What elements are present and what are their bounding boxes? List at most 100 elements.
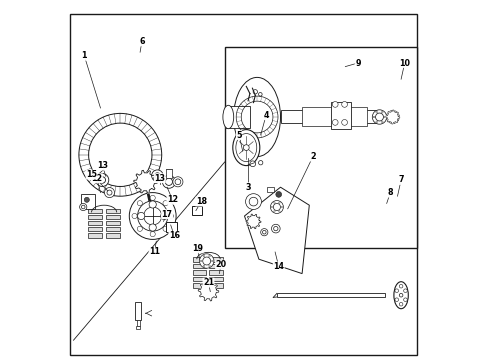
Circle shape [260, 229, 267, 236]
Circle shape [375, 113, 383, 121]
Circle shape [175, 179, 181, 185]
Circle shape [211, 260, 213, 262]
Circle shape [399, 284, 402, 288]
Text: 12: 12 [91, 174, 102, 183]
Polygon shape [385, 110, 399, 124]
Bar [208, 270, 222, 275]
Text: 10: 10 [398, 58, 409, 68]
Circle shape [208, 265, 210, 267]
Bar [224, 47, 416, 248]
Bar [280, 110, 381, 123]
Circle shape [399, 293, 402, 297]
Text: 12: 12 [166, 195, 178, 204]
Circle shape [384, 116, 385, 118]
Circle shape [332, 102, 337, 107]
Bar [208, 283, 222, 288]
Bar [192, 277, 206, 282]
Text: 19: 19 [192, 244, 203, 253]
Bar [106, 233, 120, 238]
Circle shape [107, 190, 112, 195]
Circle shape [149, 201, 156, 208]
Circle shape [200, 260, 202, 262]
Circle shape [381, 111, 382, 113]
Bar [208, 277, 222, 282]
Circle shape [162, 175, 175, 188]
Circle shape [137, 212, 144, 220]
Circle shape [375, 111, 377, 113]
Circle shape [160, 212, 167, 220]
Circle shape [96, 174, 108, 186]
Circle shape [371, 110, 386, 124]
Circle shape [243, 145, 249, 150]
Circle shape [278, 211, 280, 212]
Circle shape [372, 116, 374, 118]
Bar [88, 227, 102, 231]
Circle shape [199, 254, 213, 268]
Bar [88, 209, 102, 213]
Ellipse shape [233, 77, 280, 157]
Text: 4: 4 [263, 111, 268, 120]
Text: 2: 2 [309, 152, 315, 161]
Circle shape [168, 213, 173, 219]
Ellipse shape [393, 282, 407, 309]
Polygon shape [134, 170, 157, 193]
Bar [106, 227, 120, 231]
Circle shape [273, 202, 275, 203]
Circle shape [104, 188, 114, 198]
Circle shape [273, 226, 277, 231]
Circle shape [341, 120, 347, 125]
Circle shape [386, 111, 399, 123]
Bar [166, 222, 177, 232]
Circle shape [275, 192, 281, 197]
Text: 21: 21 [203, 278, 214, 287]
Circle shape [375, 121, 377, 123]
Circle shape [403, 289, 407, 292]
Circle shape [278, 202, 280, 203]
Circle shape [154, 173, 160, 179]
Circle shape [84, 197, 89, 202]
Text: 16: 16 [168, 231, 180, 240]
Bar [224, 106, 249, 128]
Bar [136, 326, 140, 329]
Circle shape [203, 255, 204, 257]
Text: 7: 7 [398, 175, 403, 184]
Text: 20: 20 [215, 260, 226, 269]
Bar [302, 107, 366, 126]
Circle shape [381, 121, 382, 123]
Circle shape [81, 205, 85, 209]
Bar [106, 215, 120, 219]
Ellipse shape [232, 130, 259, 166]
Ellipse shape [223, 105, 233, 129]
Polygon shape [244, 187, 309, 274]
Circle shape [203, 265, 204, 267]
Bar [81, 194, 95, 209]
Circle shape [99, 177, 105, 183]
Text: 17: 17 [161, 210, 172, 219]
Circle shape [341, 102, 347, 107]
Text: 9: 9 [354, 58, 360, 68]
Circle shape [132, 213, 137, 219]
Circle shape [165, 178, 172, 185]
Circle shape [399, 302, 402, 306]
Bar [137, 320, 140, 326]
Circle shape [281, 206, 282, 208]
Circle shape [249, 161, 255, 167]
Circle shape [262, 230, 265, 234]
Circle shape [137, 201, 142, 206]
Circle shape [258, 161, 263, 165]
Circle shape [245, 194, 261, 210]
Text: 5: 5 [236, 130, 242, 139]
Bar [106, 221, 120, 225]
Circle shape [273, 203, 280, 211]
Circle shape [143, 207, 162, 225]
Text: 18: 18 [195, 197, 206, 206]
Circle shape [150, 231, 155, 237]
Bar [88, 215, 102, 219]
Circle shape [140, 203, 165, 229]
Bar [192, 257, 206, 262]
Bar [192, 283, 206, 288]
Bar [135, 302, 141, 320]
Bar [192, 270, 206, 275]
Bar [276, 293, 384, 297]
Text: 6: 6 [139, 37, 144, 46]
